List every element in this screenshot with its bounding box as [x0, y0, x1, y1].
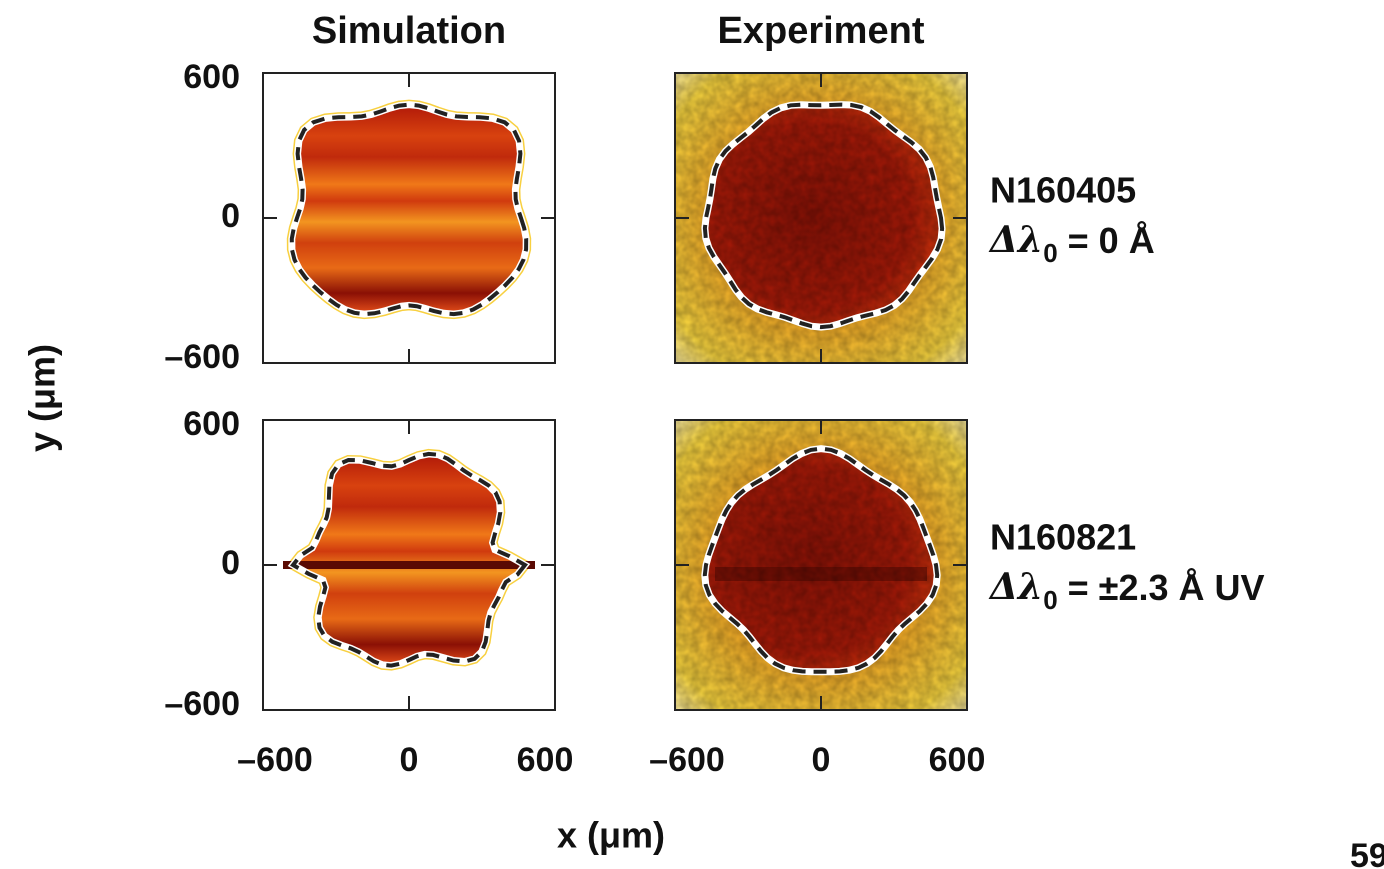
- y-tick-label: –600: [164, 338, 240, 376]
- column-title: Experiment: [718, 10, 925, 52]
- shot-label: N160821: [990, 517, 1136, 558]
- panel: [674, 419, 968, 711]
- panel: [262, 419, 556, 711]
- contour: [702, 446, 940, 674]
- x-tick-label: 600: [929, 741, 986, 779]
- y-axis-label: y (μm): [22, 344, 63, 452]
- y-tick-label: 600: [183, 405, 240, 443]
- y-tick-label: 0: [221, 197, 240, 235]
- x-axis-label: x (μm): [557, 815, 665, 856]
- condition-text: = 0 Å: [1058, 220, 1155, 261]
- x-tick-label: 0: [400, 741, 419, 779]
- panel: [262, 72, 556, 364]
- x-tick-label: –600: [237, 741, 313, 779]
- condition-label: Δλ0 = 0 Å: [988, 219, 1155, 268]
- panel: [674, 72, 968, 364]
- heatmap: [675, 420, 967, 710]
- heat-body: [293, 453, 525, 666]
- y-tick-label: 600: [183, 58, 240, 96]
- heat-body: [291, 104, 527, 315]
- condition-label: Δλ0 = ±2.3 Å UV: [988, 566, 1265, 615]
- condition-text: = ±2.3 Å UV: [1058, 567, 1265, 608]
- heat-noise: [675, 420, 967, 710]
- x-tick-label: 600: [517, 741, 574, 779]
- shot-label: N160405: [990, 170, 1136, 211]
- condition-subscript: 0: [1043, 585, 1057, 615]
- column-title: Simulation: [312, 10, 506, 52]
- heatmap: [263, 73, 555, 363]
- heat-noise: [675, 73, 967, 363]
- x-tick-label: –600: [649, 741, 725, 779]
- y-tick-label: 0: [221, 544, 240, 582]
- heat-line: [283, 561, 535, 569]
- contour: [702, 102, 945, 330]
- page-number: 59: [1350, 837, 1384, 869]
- condition-symbol: Δλ: [988, 566, 1043, 608]
- condition-subscript: 0: [1043, 238, 1057, 268]
- contour: [289, 451, 529, 668]
- x-tick-label: 0: [812, 741, 831, 779]
- heatmap: [675, 73, 967, 363]
- y-tick-label: –600: [164, 685, 240, 723]
- condition-symbol: Δλ: [988, 219, 1043, 261]
- contour: [289, 102, 529, 317]
